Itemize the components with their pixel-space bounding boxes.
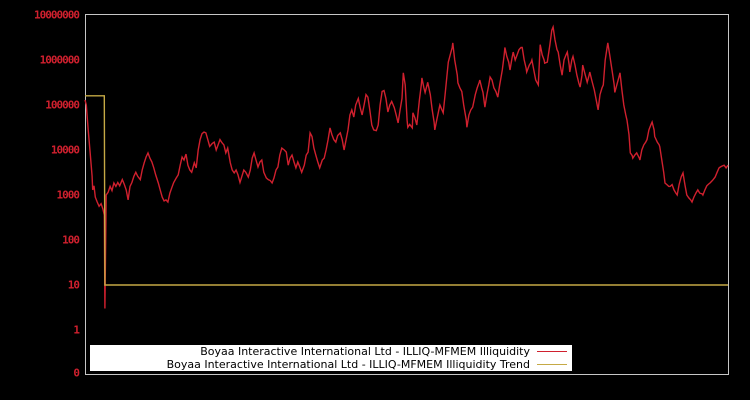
legend: Boyaa Interactive International Ltd - IL… — [90, 345, 572, 371]
legend-entry-trend: Boyaa Interactive International Ltd - IL… — [90, 358, 572, 371]
illiquidity-line — [84, 24, 729, 309]
legend-label-illiquidity: Boyaa Interactive International Ltd - IL… — [200, 345, 530, 358]
plot-frame — [85, 14, 729, 375]
y-tick-label: 1000000 — [39, 53, 80, 67]
y-axis-tick-labels: 10000000 1000000 100000 10000 1000 100 10 1 0 — [0, 0, 81, 400]
y-tick-label: 10 — [67, 278, 80, 292]
y-tick-label: 10000 — [50, 143, 80, 157]
y-tick-label: 0 — [73, 366, 80, 380]
y-tick-label: 1000 — [56, 188, 81, 202]
y-tick-label: 1 — [73, 323, 80, 337]
y-tick-label: 100000 — [45, 98, 80, 112]
trend-line — [85, 95, 728, 286]
y-tick-label: 100 — [62, 233, 80, 247]
legend-line-sample-illiquidity — [537, 351, 567, 352]
legend-label-trend: Boyaa Interactive International Ltd - IL… — [166, 358, 530, 371]
legend-line-sample-trend — [537, 364, 567, 365]
y-tick-label: 10000000 — [34, 8, 80, 22]
legend-entry-illiquidity: Boyaa Interactive International Ltd - IL… — [90, 345, 572, 358]
